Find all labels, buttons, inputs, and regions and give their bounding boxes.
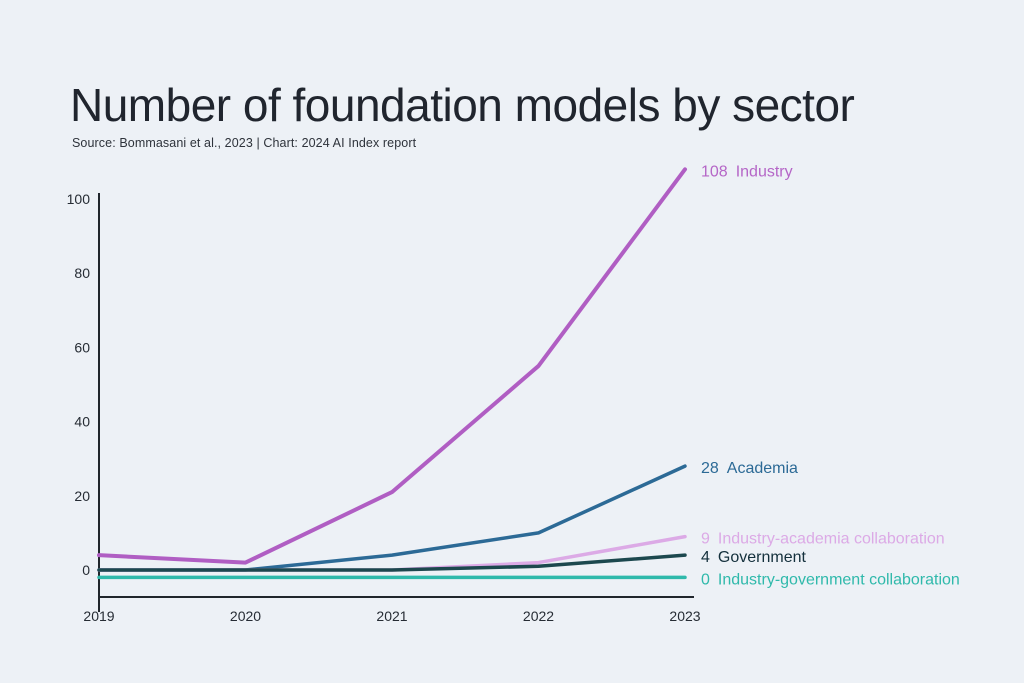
y-axis-tick-label: 60: [74, 339, 90, 355]
series-name-label: Industry: [736, 163, 793, 180]
series-line-industry-academia-collaboration: [97, 534, 687, 572]
series-name-label: Industry-government collaboration: [718, 571, 960, 588]
series-end-value: 0: [701, 571, 710, 588]
series-line-academia: [97, 464, 687, 572]
series-end-label-industry-government-collaboration: 0 Industry-government collaboration: [701, 571, 960, 588]
series-end-value: 9: [701, 531, 710, 548]
series-end-value: 28: [701, 460, 719, 477]
series-name-label: Academia: [727, 460, 798, 477]
y-axis-tick-label: 100: [67, 191, 91, 207]
x-axis-tick-label: 2021: [376, 608, 407, 624]
x-axis-tick-label: 2023: [669, 608, 700, 624]
series-line-government: [97, 553, 687, 572]
chart-title: Number of foundation models by sector: [70, 79, 855, 131]
series-end-label-government: 4 Government: [701, 549, 807, 566]
series-end-label-industry: 108 Industry: [701, 163, 793, 180]
series-end-label-academia: 28 Academia: [701, 460, 798, 477]
series-end-value: 108: [701, 163, 728, 180]
x-axis-tick-label: 2022: [523, 608, 554, 624]
series-name-label: Industry-academia collaboration: [718, 531, 945, 548]
y-axis-tick-label: 0: [82, 562, 90, 578]
y-axis-tick-label: 80: [74, 265, 90, 281]
series-line-industry: [97, 167, 687, 565]
series-end-value: 4: [701, 549, 710, 566]
y-axis-tick-label: 20: [74, 488, 90, 504]
series-end-label-industry-academia-collaboration: 9 Industry-academia collaboration: [701, 531, 945, 548]
series-name-label: Government: [718, 549, 807, 566]
x-axis-tick-label: 2020: [230, 608, 261, 624]
chart-source: Source: Bommasani et al., 2023 | Chart: …: [72, 136, 417, 150]
x-axis-tick-label: 2019: [83, 608, 114, 624]
y-axis-tick-label: 40: [74, 414, 90, 430]
